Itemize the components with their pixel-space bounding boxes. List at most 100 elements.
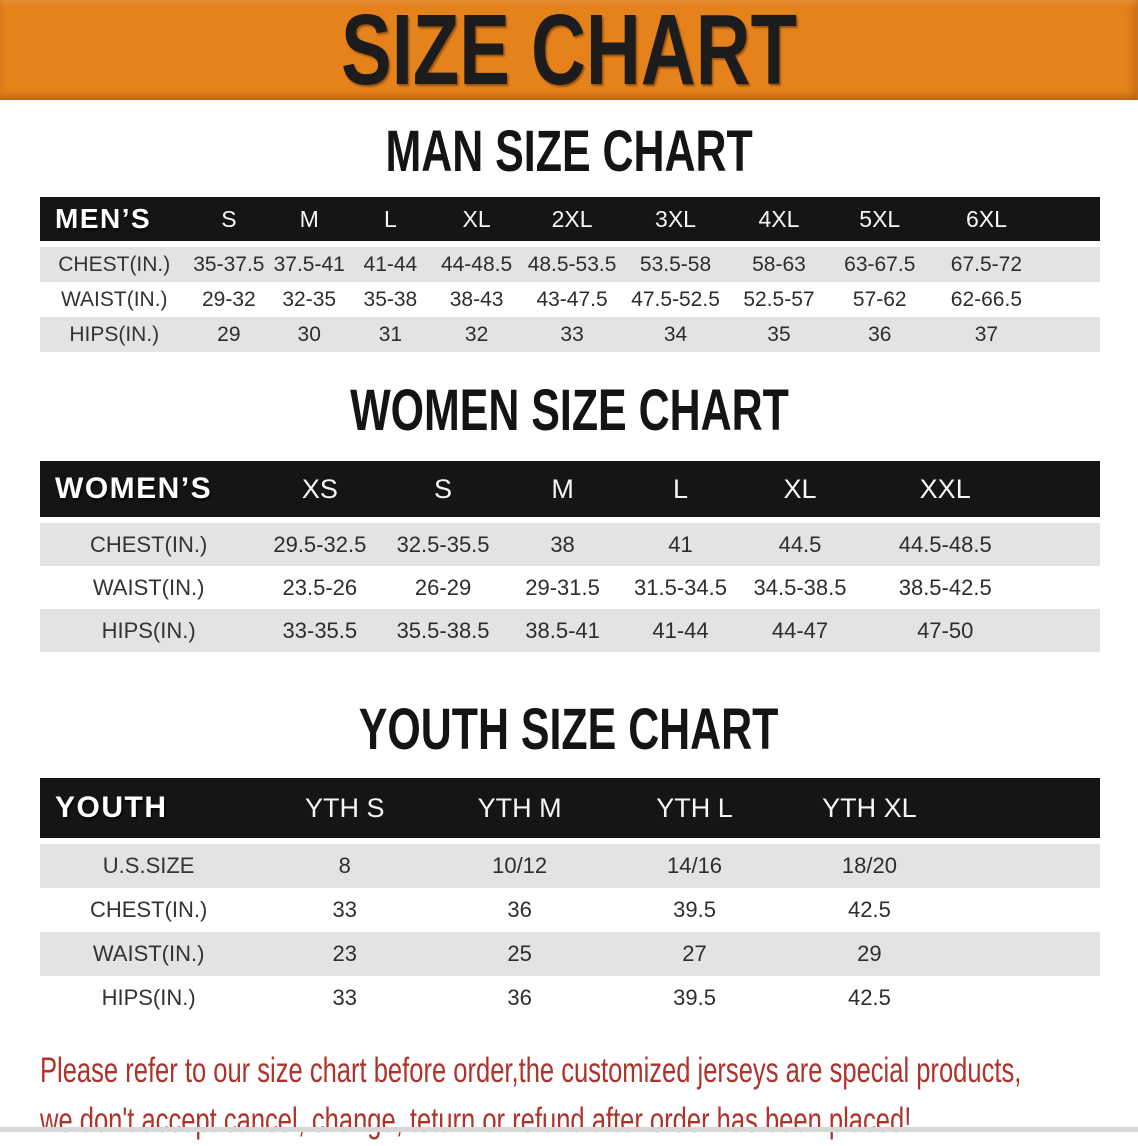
measurement-row-label: HIPS(IN.) bbox=[101, 985, 196, 1010]
header-filler-cell bbox=[1030, 461, 1100, 523]
row-filler-cell bbox=[1043, 282, 1100, 317]
youth-size-chart-heading-text: YOUTH SIZE CHART bbox=[359, 697, 779, 762]
size-value-cell: 38.5-41 bbox=[503, 609, 622, 652]
size-value-cell: 29 bbox=[781, 932, 957, 976]
size-column-header: 3XL bbox=[622, 197, 729, 247]
disclaimer-text: Please refer to our size chart before or… bbox=[40, 1046, 1138, 1146]
size-value-cell: 8 bbox=[257, 844, 433, 888]
bottom-edge-strip bbox=[0, 1127, 1138, 1132]
measurement-row-label: WAIST(IN.) bbox=[92, 574, 205, 600]
size-value-cell: 34.5-38.5 bbox=[753, 574, 847, 600]
size-value-cell: 26-29 bbox=[414, 574, 472, 600]
size-value-cell: 29 bbox=[188, 317, 270, 352]
measurement-row: CHEST(IN.) 33 36 39.5 42.5 bbox=[40, 888, 1100, 932]
size-value-cell: 25 bbox=[432, 932, 608, 976]
size-column-header: YTH S bbox=[257, 778, 433, 844]
size-value-cell: 33 bbox=[332, 897, 357, 922]
size-value-cell: 29-31.5 bbox=[525, 574, 600, 600]
disclaimer-line-2: we don't accept cancel, change, teturn o… bbox=[40, 1096, 1138, 1146]
size-header-row: MEN’S S M L XL 2XL 3XL 4XL 5XL 6XL bbox=[40, 197, 1100, 247]
size-value-cell: 35 bbox=[728, 317, 830, 352]
size-value-cell: 30 bbox=[269, 317, 350, 352]
size-column-header: M bbox=[503, 461, 622, 523]
size-value-cell: 63-67.5 bbox=[829, 247, 931, 282]
women-size-chart-heading-text: WOMEN SIZE CHART bbox=[349, 378, 789, 443]
size-value-cell: 38.5-42.5 bbox=[898, 574, 992, 600]
table-group-label: WOMEN’S bbox=[40, 461, 258, 523]
measurement-row-label: CHEST(IN.) bbox=[89, 897, 208, 922]
measurement-row-label: HIPS(IN.) bbox=[40, 609, 258, 652]
size-value-cell: 41-44 bbox=[349, 247, 432, 282]
size-header-row: YOUTH YTH S YTH M YTH L YTH XL bbox=[40, 778, 1100, 844]
size-column-header: S bbox=[382, 461, 504, 523]
size-value-cell: 37.5-41 bbox=[269, 247, 350, 282]
size-column-header: YTH XL bbox=[781, 778, 957, 844]
size-column-header: M bbox=[269, 197, 350, 247]
size-column-header: 6XL bbox=[930, 197, 1043, 247]
size-column-header: L bbox=[621, 461, 740, 523]
measurement-row-label: HIPS(IN.) bbox=[40, 317, 189, 352]
size-value-cell: 33 bbox=[332, 985, 357, 1010]
size-value-cell: 47.5-52.5 bbox=[631, 287, 720, 311]
size-value-cell: 23.5-26 bbox=[282, 574, 358, 600]
size-value-cell: 36 bbox=[507, 985, 532, 1010]
measurement-row: HIPS(IN.) 33-35.5 35.5-38.5 38.5-41 41-44 44-… bbox=[40, 609, 1100, 652]
row-filler-cell bbox=[1030, 523, 1100, 566]
size-value-cell: 48.5-53.5 bbox=[521, 247, 623, 282]
size-column-header: S bbox=[188, 197, 270, 247]
measurement-row: WAIST(IN.) 29-32 32-35 35-38 38-43 43-47.5 47.… bbox=[40, 282, 1100, 317]
size-value-cell: 35-38 bbox=[363, 287, 418, 311]
men-size-table: MEN’S S M L XL 2XL 3XL 4XL 5XL 6XL CHEST(IN.) 35-37… bbox=[40, 197, 1100, 352]
youth-size-table: YOUTH YTH S YTH M YTH L YTH XL U.S.SIZE 8 10/12… bbox=[40, 778, 1100, 1020]
row-filler-cell bbox=[1042, 317, 1100, 352]
measurement-row: U.S.SIZE 8 10/12 14/16 18/20 bbox=[40, 844, 1100, 888]
size-value-cell: 31 bbox=[349, 317, 432, 352]
size-value-cell: 32.5-35.5 bbox=[382, 523, 504, 566]
size-value-cell: 31.5-34.5 bbox=[634, 574, 727, 600]
size-value-cell: 23 bbox=[257, 932, 433, 976]
row-filler-cell bbox=[957, 888, 1100, 932]
header-filler-cell bbox=[1042, 197, 1100, 247]
row-filler-cell bbox=[956, 932, 1100, 976]
size-column-header: YTH M bbox=[432, 778, 608, 844]
size-value-cell: 47-50 bbox=[860, 609, 1030, 652]
size-value-cell: 44.5-48.5 bbox=[860, 523, 1030, 566]
size-column-header: XL bbox=[431, 197, 522, 247]
size-value-cell: 33-35.5 bbox=[257, 609, 383, 652]
size-value-cell: 39.5 bbox=[673, 985, 716, 1010]
youth-size-chart-heading: YOUTH SIZE CHART bbox=[0, 697, 1138, 762]
row-filler-cell bbox=[1030, 566, 1100, 609]
size-value-cell: 42.5 bbox=[848, 985, 891, 1010]
size-value-cell: 42.5 bbox=[848, 897, 891, 922]
size-value-cell: 62-66.5 bbox=[950, 287, 1023, 311]
disclaimer-line-1-text: Please refer to our size chart before or… bbox=[40, 1051, 1022, 1090]
size-value-cell: 38-43 bbox=[449, 287, 504, 311]
header-filler-cell bbox=[956, 778, 1100, 844]
size-value-cell: 27 bbox=[607, 932, 782, 976]
measurement-row-label: CHEST(IN.) bbox=[40, 247, 189, 282]
man-size-chart-heading: MAN SIZE CHART bbox=[0, 123, 1138, 181]
size-column-header: XS bbox=[257, 461, 383, 523]
size-value-cell: 39.5 bbox=[673, 897, 716, 922]
measurement-row: WAIST(IN.) 23 25 27 29 bbox=[40, 932, 1100, 976]
size-value-cell: 41 bbox=[621, 523, 740, 566]
measurement-row-label: U.S.SIZE bbox=[40, 844, 258, 888]
size-value-cell: 52.5-57 bbox=[743, 287, 815, 311]
size-value-cell: 29.5-32.5 bbox=[257, 523, 383, 566]
row-filler-cell bbox=[1030, 609, 1100, 652]
size-column-header: 2XL bbox=[521, 197, 623, 247]
row-filler-cell bbox=[956, 844, 1100, 888]
measurement-row: HIPS(IN.) 29 30 31 32 33 34 35 36 37 bbox=[40, 317, 1100, 352]
size-value-cell: 36 bbox=[507, 897, 532, 922]
size-chart-title-text: SIZE CHART bbox=[341, 0, 797, 106]
table-group-label: MEN’S bbox=[40, 197, 189, 247]
size-chart-title: SIZE CHART bbox=[269, 0, 869, 100]
women-size-chart-heading: WOMEN SIZE CHART bbox=[0, 378, 1138, 443]
size-value-cell: 38 bbox=[503, 523, 622, 566]
size-value-cell: 43-47.5 bbox=[536, 287, 608, 311]
size-value-cell: 32-35 bbox=[282, 287, 337, 311]
women-size-table: WOMEN’S XS S M L XL XXL CHEST(IN.) 29.5-32.5 32.5… bbox=[40, 461, 1100, 652]
size-header-row: WOMEN’S XS S M L XL XXL bbox=[40, 461, 1100, 523]
measurement-row-label: WAIST(IN.) bbox=[40, 932, 258, 976]
